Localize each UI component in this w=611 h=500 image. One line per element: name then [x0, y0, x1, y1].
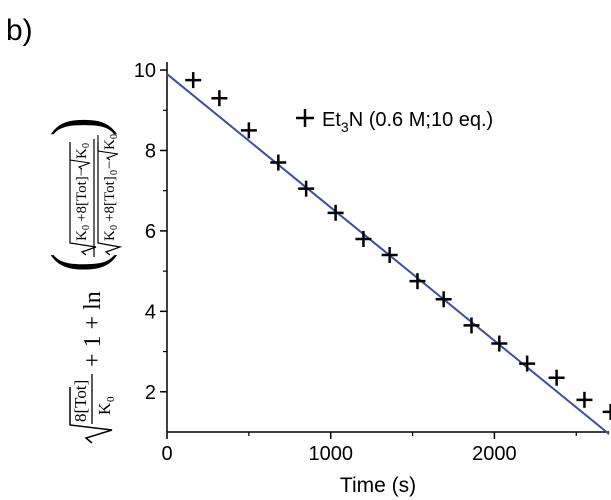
legend-label: Et3N (0.6 M;10 eq.): [322, 109, 493, 135]
legend-marker: [296, 109, 314, 127]
data-point: [355, 230, 372, 247]
y-tick-label: 8: [145, 140, 156, 162]
y-tick-label: 10: [134, 60, 156, 82]
svg-text:8[Tot]: 8[Tot]: [71, 380, 90, 422]
x-tick-label: 0: [161, 443, 172, 465]
data-point: [240, 122, 257, 139]
svg-text:0: 0: [109, 170, 120, 175]
data-point: [435, 291, 452, 308]
x-tick-label: 1000: [308, 443, 353, 465]
data-point: [381, 247, 398, 264]
svg-text:K: K: [95, 402, 114, 415]
svg-text:(: (: [37, 253, 118, 272]
data-point: [548, 369, 565, 386]
svg-text:K: K: [74, 230, 90, 241]
svg-text:+8[Tot]: +8[Tot]: [102, 176, 118, 222]
svg-text:0: 0: [81, 143, 92, 148]
data-point: [519, 355, 536, 372]
svg-text:0: 0: [109, 225, 120, 230]
svg-text:K: K: [74, 148, 90, 159]
data-point: [602, 403, 611, 420]
svg-text:K: K: [102, 139, 118, 150]
x-tick-label: 2000: [472, 443, 517, 465]
x-axis-label: Time (s): [340, 474, 416, 497]
data-point: [185, 72, 202, 89]
y-axis-title: 8[Tot] K 0 + 1 + ln ( K 0 +8[Tot]− K 0 K…: [37, 117, 123, 444]
svg-text:0: 0: [109, 134, 120, 139]
y-axis-label-formula: 8[Tot] K 0 + 1 + ln ( K 0 +8[Tot]− K 0 K…: [37, 117, 123, 444]
y-tick-label: 2: [145, 382, 156, 404]
y-tick-label: 6: [145, 221, 156, 243]
legend: Et3N (0.6 M;10 eq.): [296, 109, 493, 135]
svg-text:−: −: [102, 161, 118, 169]
plot-area: 0 1000 2000 2 4 6 8 10 Time (s): [134, 60, 611, 497]
data-point: [327, 204, 344, 221]
svg-text:): ): [37, 117, 118, 136]
panel-label: b): [6, 14, 33, 47]
svg-text:+8[Tot]−: +8[Tot]−: [74, 168, 90, 222]
data-point: [211, 90, 228, 107]
svg-text:K: K: [102, 230, 118, 241]
data-point: [463, 317, 480, 334]
data-point: [491, 335, 508, 352]
svg-text:+ 1 + ln: + 1 + ln: [80, 291, 106, 367]
svg-text:0: 0: [105, 396, 117, 402]
data-point: [576, 391, 593, 408]
data-point: [270, 154, 287, 171]
data-point: [409, 273, 426, 290]
data-point: [298, 180, 315, 197]
svg-text:0: 0: [81, 225, 92, 230]
y-tick-label: 4: [145, 301, 156, 323]
